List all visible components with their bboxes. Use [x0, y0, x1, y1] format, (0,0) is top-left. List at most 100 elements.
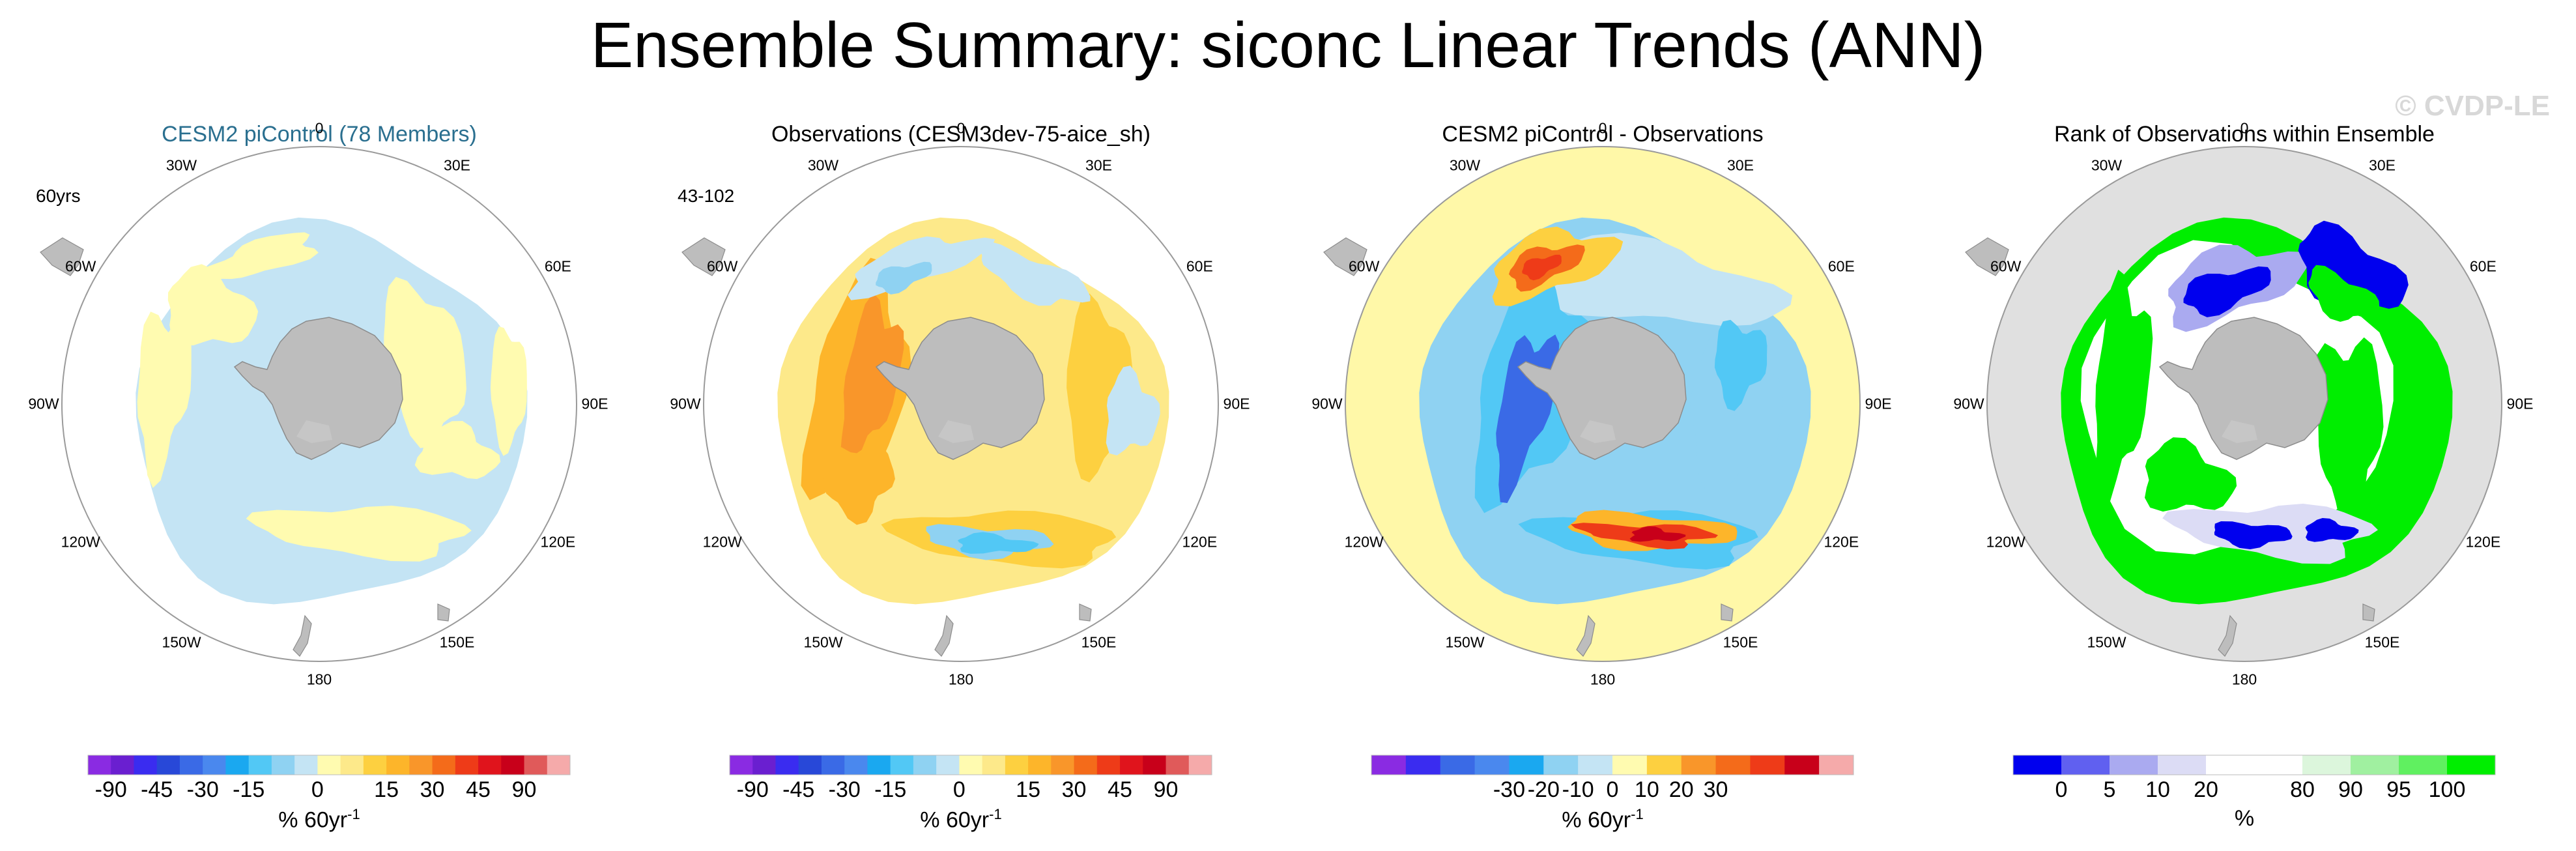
colorbar-tick-label: 20 [1668, 777, 1694, 802]
colorbar-swatch [386, 755, 410, 775]
colorbar-tick-label: -20 [1527, 777, 1560, 802]
panel-difference: CESM2 piControl - Observations 0 30E 60E 90… [1283, 114, 1922, 844]
colorbar-swatch [798, 755, 822, 775]
longitude-label: 150W [2087, 633, 2126, 651]
colorbar-swatch [2302, 755, 2351, 775]
colorbar-swatch [730, 755, 753, 775]
longitude-label: 60E [1186, 257, 1213, 274]
colorbar-swatch [2061, 755, 2110, 775]
colorbar-swatch [936, 755, 960, 775]
colorbar-swatch [547, 755, 571, 775]
colorbar-tick-label: 20 [2194, 777, 2218, 802]
colorbar-swatch [2013, 755, 2062, 775]
colorbar-tick-label: 0 [952, 777, 966, 802]
colorbar-tick-label: -30 [828, 777, 861, 802]
longitude-label: 90W [1311, 395, 1343, 412]
colorbar [87, 755, 571, 775]
colorbar-swatch [294, 755, 318, 775]
colorbar-swatch [1143, 755, 1167, 775]
colorbar-tick-label: 5 [2103, 777, 2116, 802]
colorbar-swatch [111, 755, 134, 775]
map-boundary [1345, 146, 1861, 662]
longitude-label: 180 [2231, 671, 2257, 688]
colorbar-tick-label: 10 [1634, 777, 1659, 802]
colorbar-tick-label: 90 [1153, 777, 1179, 802]
tasmania [1079, 603, 1092, 622]
new-zealand [293, 614, 312, 657]
longitude-label: 90W [1953, 395, 1984, 412]
panel-title: CESM2 piControl (78 Members) [162, 122, 477, 147]
south-america-tip [681, 237, 726, 276]
longitude-label: 60W [65, 257, 96, 274]
colorbar-swatch [959, 755, 983, 775]
colorbar-swatch [271, 755, 295, 775]
colorbar-swatch [1543, 755, 1579, 775]
antarctica-landmass [233, 317, 403, 460]
colorbar-swatch [409, 755, 433, 775]
map-boundary [703, 146, 1219, 662]
longitude-label: 150E [2364, 633, 2400, 651]
polar-map [1323, 146, 1861, 662]
colorbar-swatch [890, 755, 914, 775]
colorbar-swatch [1784, 755, 1820, 775]
panel-title: Observations (CESM3dev-75-aice_sh) [771, 122, 1151, 147]
colorbar-tick-label: -45 [141, 777, 173, 802]
panel-ensemble: CESM2 piControl (78 Members) 60yrs 0 30E 6… [0, 114, 638, 844]
colorbar-swatch [156, 755, 180, 775]
longitude-label: 30W [1449, 156, 1481, 174]
colorbar-swatch [752, 755, 776, 775]
colorbar-tick-label: 95 [2386, 777, 2411, 802]
longitude-label: 120W [1344, 533, 1384, 550]
polar-map [40, 146, 577, 662]
colorbar-swatch [1578, 755, 1613, 775]
longitude-label: 150E [439, 633, 475, 651]
polar-map [1965, 146, 2502, 662]
colorbar-swatch [2447, 755, 2496, 775]
colorbar-tick-label: -30 [186, 777, 219, 802]
colorbar-swatch [179, 755, 203, 775]
colorbar-tick-label: 90 [511, 777, 537, 802]
antarctica-landmass [2158, 317, 2328, 460]
longitude-label: 30W [807, 156, 839, 174]
longitude-label: 120W [702, 533, 742, 550]
colorbar-swatch [2351, 755, 2399, 775]
polar-map [681, 146, 1219, 662]
longitude-label: 150E [1723, 633, 1758, 651]
colorbar-swatch [1188, 755, 1212, 775]
colorbar-tick-label: -30 [1493, 777, 1525, 802]
antarctica-landmass [875, 317, 1045, 460]
colorbar-tick-label: -15 [233, 777, 265, 802]
longitude-label: 60W [1990, 257, 2022, 274]
longitude-label: 90E [1223, 395, 1250, 412]
longitude-label: 60W [1349, 257, 1380, 274]
colorbar-swatch [2158, 755, 2207, 775]
longitude-label: 90W [28, 395, 59, 412]
new-zealand [2218, 614, 2237, 657]
colorbar-swatch [225, 755, 250, 775]
colorbar-swatch [2110, 755, 2158, 775]
colorbar-tick-label: -15 [874, 777, 907, 802]
colorbar-swatch [844, 755, 868, 775]
longitude-label: 60E [2469, 257, 2497, 274]
colorbar-swatch [1750, 755, 1785, 775]
longitude-label: 120E [540, 533, 576, 550]
longitude-label: 120E [1824, 533, 1859, 550]
longitude-label: 90E [2506, 395, 2534, 412]
longitude-label: 0 [1598, 119, 1607, 137]
colorbar-swatch [203, 755, 226, 775]
colorbar-swatch [501, 755, 525, 775]
south-america-tip [1323, 237, 1367, 276]
longitude-label: 0 [2240, 119, 2249, 137]
colorbar-swatch [1646, 755, 1682, 775]
longitude-label: 120E [1182, 533, 1218, 550]
colorbar-swatch [1715, 755, 1751, 775]
longitude-label: 30W [2091, 156, 2123, 174]
colorbar-swatch [2206, 755, 2255, 775]
longitude-label: 30E [1085, 156, 1112, 174]
longitude-label: 180 [948, 671, 974, 688]
colorbar-swatch [248, 755, 272, 775]
colorbar-tick-label: 30 [1061, 777, 1087, 802]
longitude-label: 60W [707, 257, 738, 274]
colorbar [1371, 755, 1854, 775]
colorbar-tick-label: -90 [94, 777, 127, 802]
